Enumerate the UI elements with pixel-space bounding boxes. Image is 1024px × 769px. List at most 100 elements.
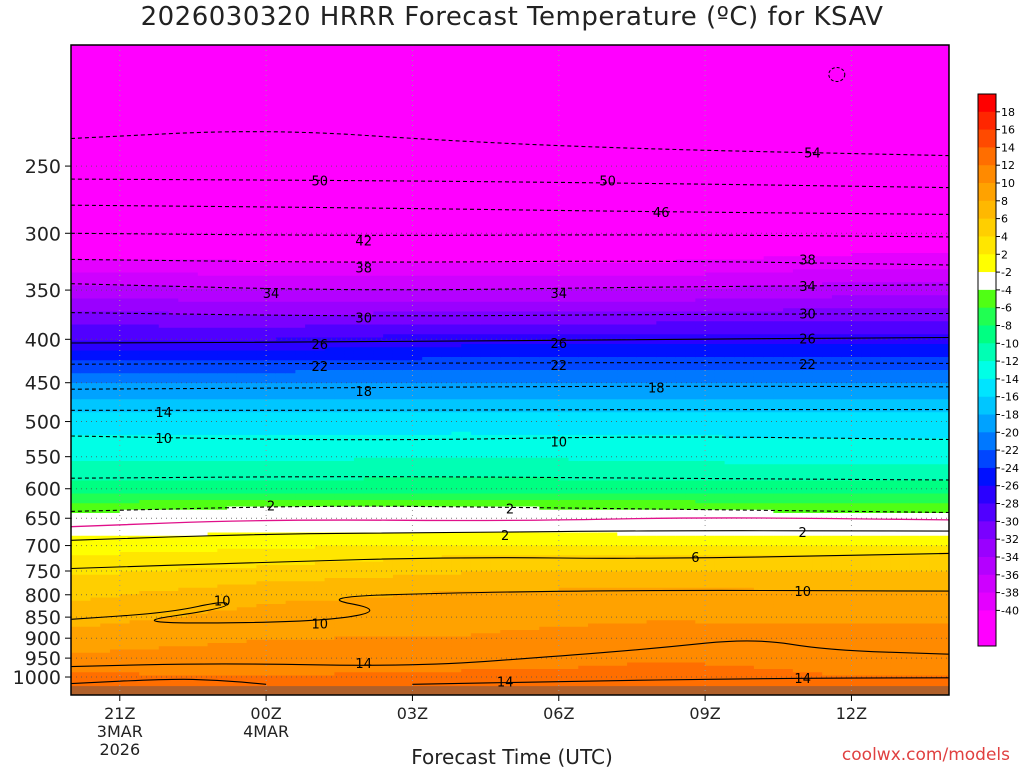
heat-cell bbox=[149, 617, 160, 621]
heat-cell bbox=[119, 604, 131, 608]
heat-cell bbox=[266, 558, 277, 563]
heat-cell bbox=[266, 448, 277, 452]
heat-cell bbox=[80, 279, 92, 283]
heat-cell bbox=[256, 483, 267, 488]
heat-cell bbox=[129, 155, 140, 160]
heat-cell bbox=[256, 626, 267, 631]
heat-cell bbox=[227, 636, 238, 641]
heat-cell bbox=[158, 451, 170, 456]
heat-cell bbox=[246, 639, 257, 644]
heat-cell bbox=[158, 132, 170, 137]
heat-cell bbox=[129, 591, 140, 595]
heat-cell bbox=[139, 64, 150, 69]
heat-cell bbox=[236, 347, 248, 352]
heat-cell bbox=[129, 54, 140, 59]
heat-cell bbox=[71, 142, 82, 147]
heat-cell bbox=[71, 243, 82, 248]
heat-cell bbox=[275, 106, 287, 111]
heat-cell bbox=[168, 659, 179, 664]
heat-cell bbox=[100, 613, 111, 618]
heat-cell bbox=[178, 565, 189, 569]
heat-cell bbox=[207, 669, 218, 673]
heat-cell bbox=[256, 435, 267, 439]
heat-cell bbox=[110, 347, 121, 352]
heat-cell bbox=[246, 272, 257, 277]
heat-cell bbox=[129, 370, 140, 374]
heat-cell bbox=[110, 285, 121, 290]
heat-cell bbox=[100, 392, 111, 397]
heat-cell bbox=[71, 532, 82, 537]
heat-cell bbox=[236, 396, 248, 400]
heat-cell bbox=[149, 412, 160, 417]
heat-cell bbox=[149, 204, 160, 209]
heat-cell bbox=[266, 324, 277, 329]
heat-cell bbox=[246, 175, 257, 179]
heat-cell bbox=[217, 262, 228, 267]
heat-cell bbox=[168, 379, 179, 384]
heat-cell bbox=[178, 165, 189, 170]
heat-cell bbox=[149, 145, 160, 150]
heat-cell bbox=[158, 633, 170, 638]
heat-cell bbox=[188, 240, 199, 244]
heat-cell bbox=[178, 230, 189, 235]
heat-cell bbox=[71, 412, 82, 417]
heat-cell bbox=[178, 610, 189, 615]
heat-cell bbox=[80, 633, 92, 638]
heat-cell bbox=[197, 337, 209, 342]
heat-cell bbox=[158, 93, 170, 98]
heat-cell bbox=[227, 542, 238, 547]
heat-cell bbox=[119, 623, 131, 628]
heat-cell bbox=[197, 646, 209, 651]
heat-cell bbox=[149, 370, 160, 374]
heat-cell bbox=[129, 350, 140, 355]
heat-cell bbox=[168, 93, 179, 98]
heat-cell bbox=[207, 220, 218, 225]
heat-cell bbox=[149, 399, 160, 404]
heat-cell bbox=[149, 292, 160, 296]
heat-cell bbox=[80, 155, 92, 160]
heat-cell bbox=[197, 441, 209, 446]
heat-cell bbox=[246, 555, 257, 560]
heat-cell bbox=[100, 51, 111, 56]
heat-cell bbox=[119, 617, 131, 621]
heat-cell bbox=[266, 301, 277, 306]
heat-cell bbox=[227, 123, 238, 127]
heat-cell bbox=[90, 438, 101, 443]
heat-cell bbox=[100, 298, 111, 303]
heat-cell bbox=[158, 532, 170, 537]
heat-cell bbox=[168, 116, 179, 121]
heat-cell bbox=[266, 383, 277, 387]
heat-cell bbox=[266, 233, 277, 238]
heat-cell bbox=[207, 402, 218, 407]
heat-cell bbox=[100, 236, 111, 241]
chart-title: 2026030320 HRRR Forecast Temperature (ºC… bbox=[140, 2, 884, 32]
heat-cell bbox=[197, 415, 209, 420]
heat-cell bbox=[227, 256, 238, 261]
heat-cell bbox=[129, 184, 140, 189]
heat-cell bbox=[217, 305, 228, 309]
heat-cell bbox=[90, 220, 101, 225]
heat-cell bbox=[207, 51, 218, 56]
heat-cell bbox=[217, 223, 228, 228]
heat-cell bbox=[275, 132, 287, 137]
heat-cell bbox=[80, 54, 92, 59]
heat-cell bbox=[168, 496, 179, 501]
heat-cell bbox=[197, 626, 209, 631]
heat-cell bbox=[188, 425, 199, 430]
heat-cell bbox=[139, 519, 150, 524]
heat-cell bbox=[266, 142, 277, 147]
heat-cell bbox=[227, 470, 238, 475]
heat-cell bbox=[275, 422, 287, 426]
heat-cell bbox=[227, 568, 238, 573]
heat-cell bbox=[129, 90, 140, 95]
heat-cell bbox=[80, 240, 92, 244]
heat-cell bbox=[197, 461, 209, 465]
heat-cell bbox=[149, 74, 160, 79]
heat-cell bbox=[119, 184, 131, 189]
heat-cell bbox=[178, 184, 189, 189]
heat-cell bbox=[266, 223, 277, 228]
heat-cell bbox=[158, 162, 170, 166]
heat-cell bbox=[236, 230, 248, 235]
heat-cell bbox=[119, 516, 131, 521]
heat-cell bbox=[236, 529, 248, 534]
